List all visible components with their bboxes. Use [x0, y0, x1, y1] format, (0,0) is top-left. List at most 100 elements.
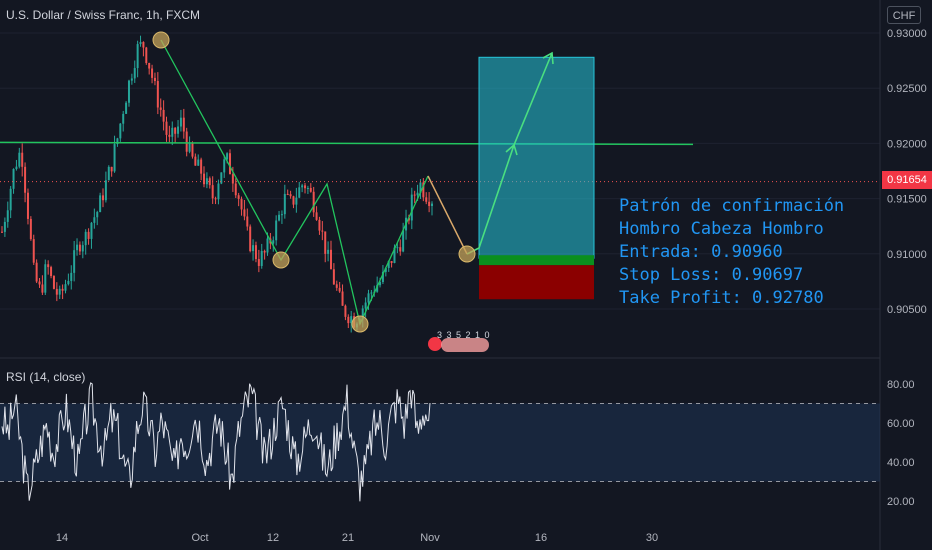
candle-body: [165, 121, 168, 135]
candle-body: [390, 261, 393, 263]
candle-body: [341, 291, 344, 306]
candle-body: [332, 269, 335, 285]
candle-body: [104, 180, 107, 201]
candle-body: [295, 197, 298, 205]
candle-body: [171, 127, 174, 137]
candle-body: [107, 166, 110, 181]
projection-path: [427, 175, 468, 255]
candle-body: [9, 188, 12, 211]
last-price-tag: 0.91654: [882, 171, 932, 189]
candle-body: [220, 172, 223, 184]
candle-body: [278, 214, 281, 221]
candle-body: [309, 187, 312, 192]
candle-body: [153, 77, 156, 82]
candle-body: [292, 196, 295, 205]
candle-body: [203, 173, 206, 185]
trade-annotation[interactable]: Patrón de confirmación Hombro Cabeza Hom…: [619, 195, 844, 310]
candle-body: [257, 259, 260, 266]
candle-body: [87, 231, 90, 239]
candle-body: [18, 152, 21, 167]
currency-button[interactable]: CHF: [887, 6, 921, 24]
candle-body: [266, 238, 269, 253]
candle-body: [384, 267, 387, 272]
candle-body: [200, 159, 203, 174]
candle-body: [15, 166, 18, 170]
price-tick-label: 0.91000: [887, 249, 927, 261]
candle-body: [387, 261, 390, 268]
annotation-line-5: Take Profit: 0.92780: [619, 288, 824, 308]
candle-body: [393, 247, 396, 263]
candle-body: [283, 193, 286, 215]
candle-body: [133, 68, 136, 79]
rsi-tick-label: 60.00: [887, 418, 915, 430]
candle-body: [188, 142, 191, 152]
candle-body: [379, 281, 382, 286]
candle-body: [182, 117, 185, 132]
annotation-line-3: Entrada: 0.90960: [619, 242, 783, 262]
pattern-overlays: [0, 31, 880, 352]
candle-body: [58, 288, 61, 295]
annotation-line-4: Stop Loss: 0.90697: [619, 265, 804, 285]
candle-body: [1, 231, 3, 233]
price-tick-label: 0.93000: [887, 28, 927, 40]
annotation-line-2: Hombro Cabeza Hombro: [619, 219, 824, 239]
time-tick-label: 12: [267, 532, 279, 544]
candle-body: [416, 192, 419, 196]
candle-body: [234, 183, 237, 196]
candle-body: [32, 239, 35, 263]
candle-body: [24, 166, 27, 193]
candle-body: [116, 138, 119, 145]
candle-body: [130, 78, 133, 81]
time-tick-label: 14: [56, 532, 68, 544]
arrow-head: [542, 51, 554, 65]
candle-body: [249, 226, 252, 252]
candle-body: [127, 80, 130, 103]
candle-body: [179, 117, 182, 127]
candle-body: [263, 250, 266, 253]
candle-body: [38, 281, 41, 285]
candle-body: [275, 220, 278, 241]
rsi-pane: [0, 382, 880, 502]
rsi-axis[interactable]: 80.00 60.00 40.00 20.00: [887, 379, 915, 508]
candle-body: [223, 159, 226, 173]
candle-body: [338, 287, 341, 292]
candle-body: [6, 210, 9, 222]
candle-body: [347, 316, 350, 324]
rsi-label[interactable]: RSI (14, close): [6, 370, 86, 384]
candle-body: [402, 230, 405, 252]
entry-marker: [479, 255, 594, 266]
candlestick-series: [1, 35, 433, 333]
time-axis[interactable]: 14 Oct 12 21 Nov 16 30: [56, 532, 658, 544]
candle-body: [156, 81, 159, 108]
candle-body: [142, 42, 145, 48]
candle-body: [370, 292, 373, 294]
candle-body: [364, 302, 367, 309]
stop-loss-zone: [479, 265, 594, 300]
price-tick-label: 0.92000: [887, 138, 927, 150]
symbol-title[interactable]: U.S. Dollar / Swiss Franc, 1h, FXCM: [6, 8, 201, 22]
swiss-flag-icon: [428, 337, 442, 351]
candle-body: [55, 288, 58, 295]
annotation-line-1: Patrón de confirmación: [619, 196, 845, 216]
candle-body: [214, 198, 217, 200]
candle-body: [110, 166, 113, 172]
candle-body: [410, 194, 413, 221]
candle-body: [396, 247, 399, 249]
candle-body: [240, 198, 243, 210]
candle-body: [306, 187, 309, 189]
candle-body: [324, 231, 327, 254]
price-tick-label: 0.92500: [887, 83, 927, 95]
candle-body: [67, 280, 70, 285]
time-tick-label: 21: [342, 532, 354, 544]
candle-body: [301, 185, 304, 188]
time-tick-label: Oct: [191, 532, 208, 544]
candle-body: [217, 183, 220, 200]
candle-body: [211, 185, 214, 199]
candle-body: [151, 68, 154, 78]
events-indicator[interactable]: 3 3 5 2 1 0: [437, 330, 491, 340]
rsi-tick-label: 20.00: [887, 496, 915, 508]
candle-body: [335, 284, 338, 288]
price-axis[interactable]: 0.90500 0.91000 0.91500 0.92000 0.92500 0.930…: [887, 28, 927, 316]
pattern-point-marker: [458, 245, 476, 263]
